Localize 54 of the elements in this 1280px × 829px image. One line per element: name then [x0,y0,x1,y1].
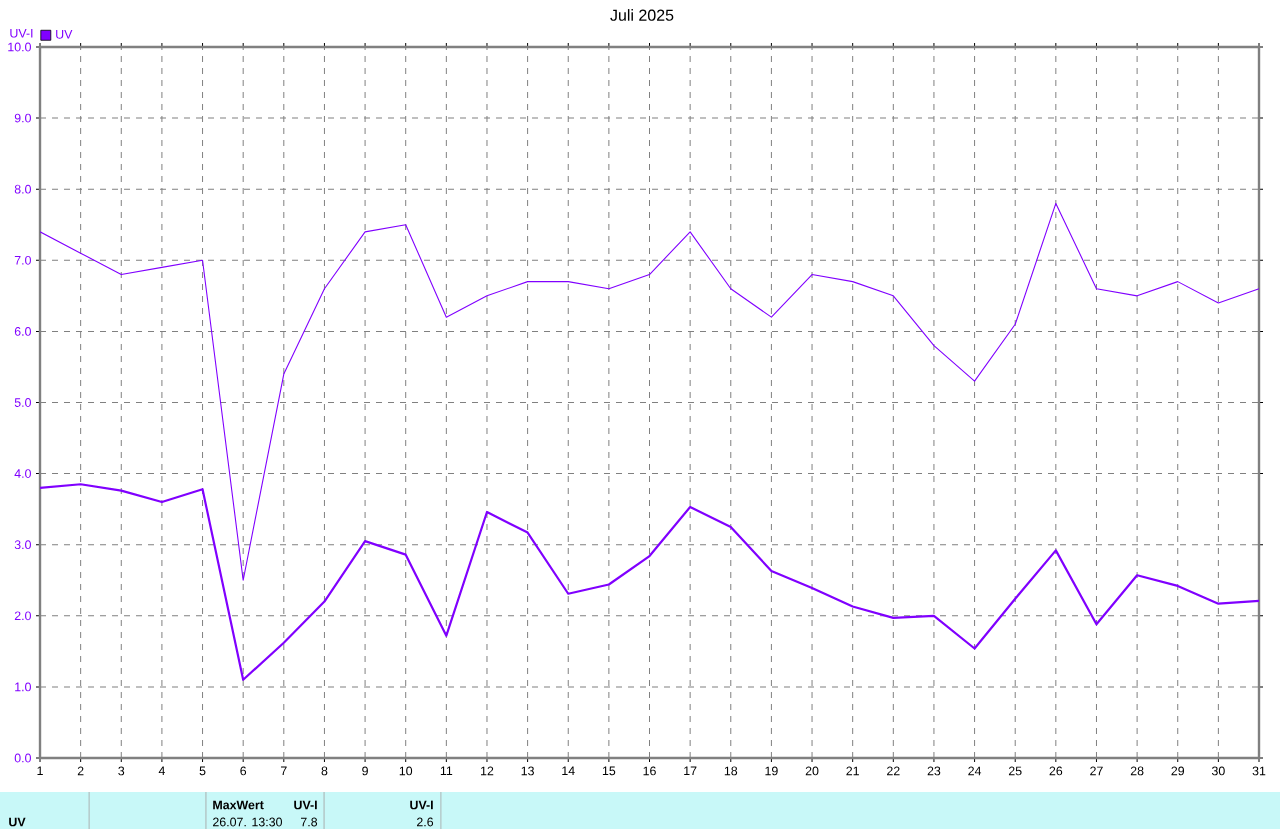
chart-title: Juli 2025 [610,9,674,21]
y-tick-label: 10.0 [8,42,31,52]
y-axis-title: UV-I [10,28,33,38]
legend-label: UV [56,30,73,39]
x-tick-label: 8 [321,766,328,776]
x-tick-label: 21 [846,766,859,776]
x-tick-label: 22 [887,766,900,776]
x-tick-label: 1 [37,766,43,776]
text: UV [9,817,26,827]
y-tick-label: 1.0 [15,682,31,692]
text: 2.6 [417,817,434,827]
x-tick-label: 13 [521,766,534,776]
x-tick-label: 30 [1211,766,1225,776]
y-tick-label: 4.0 [14,469,31,478]
y-tick-label: 8.0 [14,184,31,194]
text: UV-I [410,800,433,810]
text: MaxWert [213,800,264,810]
y-tick-label: 5.0 [14,398,31,407]
x-tick-label: 3 [118,766,125,776]
x-tick-label: 23 [927,766,941,776]
x-tick-label: 18 [724,766,738,776]
x-tick-label: 15 [602,766,616,776]
y-tick-label: 6.0 [14,327,31,336]
x-tick-label: 27 [1090,766,1103,776]
y-tick-label: 7.0 [14,255,31,265]
x-tick-label: 11 [440,766,453,776]
y-tick-label: 3.0 [14,540,31,550]
x-tick-label: 26 [1049,766,1063,776]
x-tick-label: 20 [805,766,819,776]
x-tick-label: 9 [362,766,368,776]
x-tick-label: 25 [1008,766,1022,776]
line-series [40,202,1260,581]
x-tick-label: 28 [1130,766,1144,776]
y-tick-label: 2.0 [14,611,31,621]
x-tick-label: 14 [562,766,575,776]
x-tick-label: 5 [199,766,206,776]
text: UV-I [294,800,317,810]
x-tick-label: 7 [280,766,287,776]
y-tick-label: 9.0 [14,113,31,123]
x-tick-label: 4 [158,766,165,776]
x-tick-label: 31 [1252,766,1266,776]
x-tick-label: 6 [240,766,247,776]
y-tick-label: 0.0 [14,753,31,763]
x-tick-label: 10 [399,766,413,776]
x-tick-label: 2 [77,766,84,776]
line-series [40,483,1260,681]
x-tick-label: 12 [481,766,494,776]
x-tick-label: 16 [643,766,656,776]
x-tick-label: 17 [684,766,697,776]
x-tick-label: 29 [1171,766,1185,776]
x-tick-label: 24 [968,766,982,776]
x-tick-label: 19 [765,766,778,776]
text: 7.8 [301,817,318,827]
text: 26.07. 13:30 [213,817,282,827]
